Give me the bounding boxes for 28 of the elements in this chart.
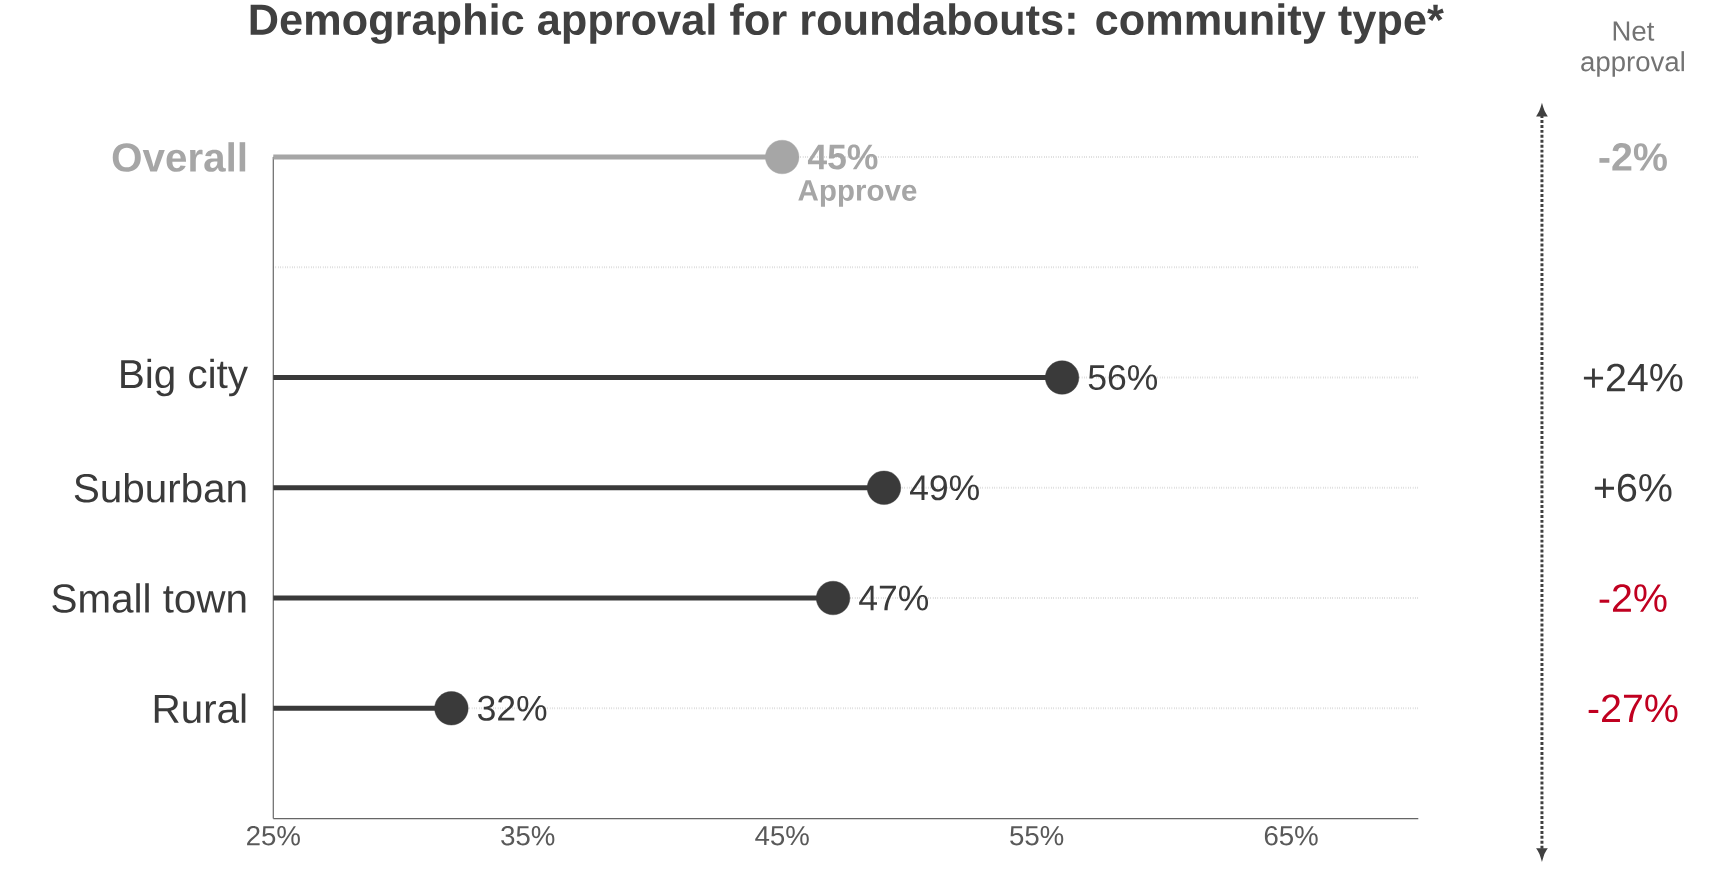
- point: [866, 470, 901, 505]
- x-tick-label: 55%: [1010, 825, 1064, 846]
- text: Net approval: [1581, 21, 1684, 77]
- data-label: 45%: [807, 144, 878, 170]
- data-label: 56%: [1088, 365, 1158, 391]
- y-tick-label: Overall: [112, 142, 246, 172]
- x-tick-label: 25%: [247, 826, 300, 846]
- data-label: 47%: [859, 585, 929, 611]
- point: [1045, 360, 1080, 395]
- text: +6%: [1594, 473, 1672, 502]
- data-label: 49%: [910, 475, 979, 501]
- point: [434, 691, 469, 726]
- y-tick-label: Suburban: [74, 472, 246, 503]
- point: [816, 581, 851, 616]
- x-tick-label: 45%: [755, 825, 809, 846]
- text: -2%: [1599, 584, 1667, 612]
- text: -27%: [1588, 694, 1678, 723]
- text: +24%: [1583, 363, 1683, 392]
- data-label: 32%: [477, 695, 547, 721]
- x-tick-label: 35%: [501, 826, 555, 846]
- x-tick-label: 65%: [1264, 826, 1318, 846]
- text: -2%: [1599, 143, 1667, 171]
- chart-title: Demographic approval for roundabouts: community type*: [250, 3, 1444, 44]
- point: [765, 140, 800, 175]
- y-tick-label: Rural: [154, 693, 246, 724]
- y-tick-label: Small town: [52, 583, 246, 613]
- y-tick-label: Big city: [121, 358, 248, 397]
- annotation: Approve: [798, 180, 917, 207]
